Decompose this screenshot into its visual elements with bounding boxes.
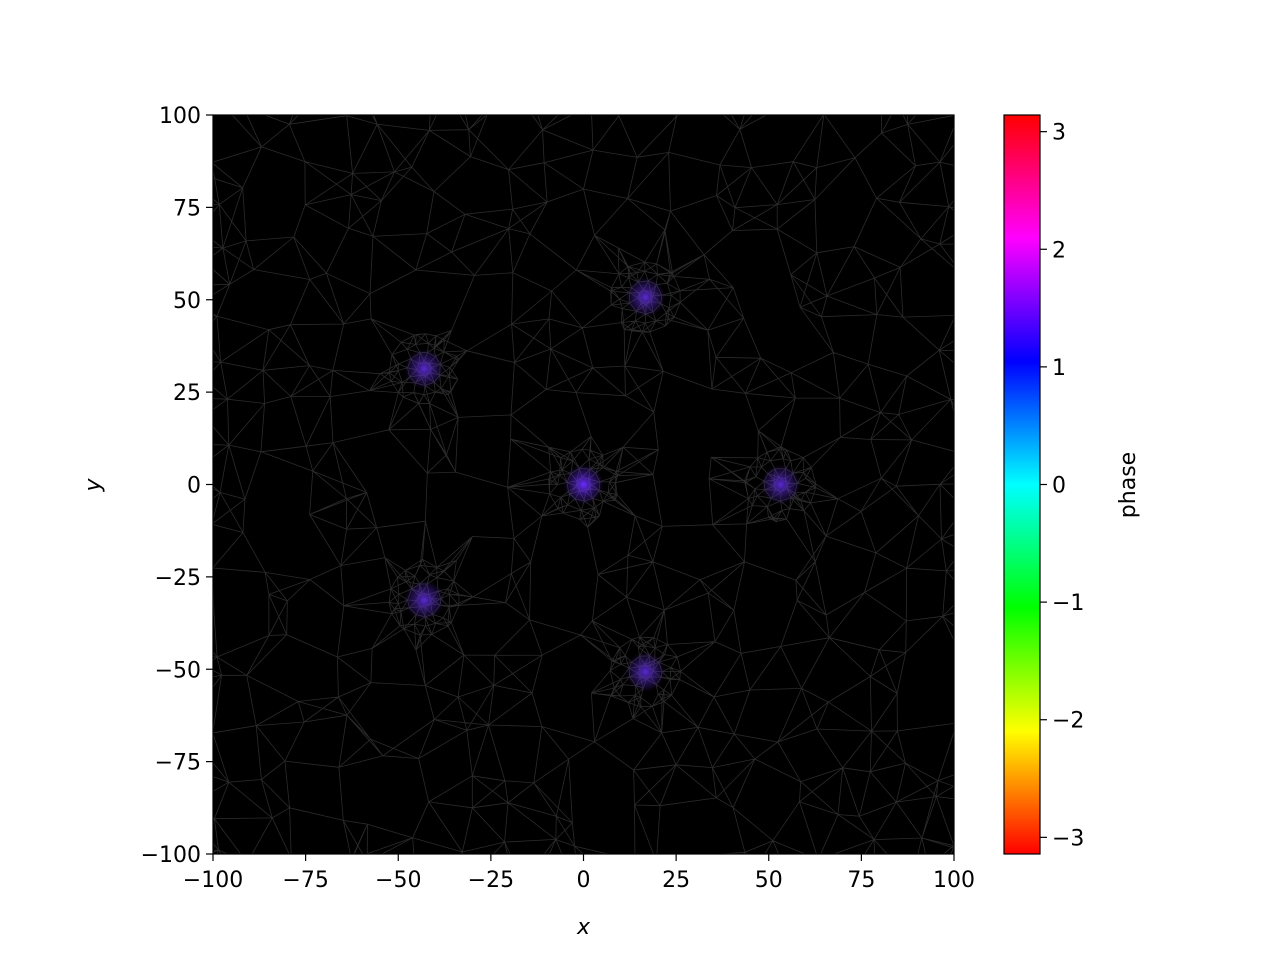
x-tick-label: −75 — [282, 868, 328, 893]
y-tick-label: 100 — [159, 104, 201, 129]
x-tick-label: 25 — [662, 868, 690, 893]
colorbar-tick-label: −2 — [1052, 709, 1084, 734]
colorbar-tick-label: −1 — [1052, 591, 1084, 616]
colorbar-tick-label: 0 — [1052, 474, 1066, 499]
vortex-core — [625, 277, 666, 318]
y-axis-label: y — [81, 478, 106, 493]
y-axis-ticks: −100 −75 −50 −25 0 25 50 75 100 — [141, 104, 213, 868]
x-tick-label: 75 — [847, 868, 875, 893]
y-tick-label: 25 — [173, 381, 201, 406]
vortex-core — [404, 348, 445, 389]
plot-area: −100 −75 −50 −25 0 25 50 75 100 −100 −75 −50 −25 0 25… — [81, 104, 975, 940]
colorbar-tick-label: 1 — [1052, 356, 1066, 381]
y-tick-label: 0 — [187, 474, 201, 499]
y-tick-label: −50 — [155, 658, 201, 683]
colorbar-fill — [1004, 115, 1040, 854]
x-axis-ticks: −100 −75 −50 −25 0 25 50 75 100 — [183, 854, 975, 893]
y-tick-label: −75 — [155, 751, 201, 776]
x-tick-label: −50 — [375, 868, 421, 893]
colorbar-ticks: 3 2 1 0 −1 −2 −3 — [1040, 121, 1084, 851]
y-tick-label: 75 — [173, 196, 201, 221]
x-tick-label: 0 — [577, 868, 591, 893]
x-tick-label: 100 — [933, 868, 975, 893]
y-tick-label: −25 — [155, 566, 201, 591]
y-tick-label: −100 — [141, 843, 201, 868]
colorbar-label: phase — [1116, 452, 1141, 518]
colorbar-tick-label: 2 — [1052, 238, 1066, 263]
x-tick-label: −25 — [468, 868, 514, 893]
x-axis-label: x — [576, 915, 591, 940]
vortex-core — [625, 651, 666, 692]
colorbar: 3 2 1 0 −1 −2 −3 phase — [1003, 114, 1141, 855]
colorbar-tick-label: 3 — [1052, 121, 1066, 146]
x-tick-label: −100 — [183, 868, 243, 893]
colorbar-tick-label: −3 — [1052, 826, 1084, 851]
vortex-layer — [404, 277, 801, 692]
vortex-core — [760, 464, 801, 505]
y-tick-label: 50 — [173, 289, 201, 314]
vortex-core — [404, 580, 445, 621]
x-tick-label: 50 — [755, 868, 783, 893]
vortex-core — [563, 464, 604, 505]
